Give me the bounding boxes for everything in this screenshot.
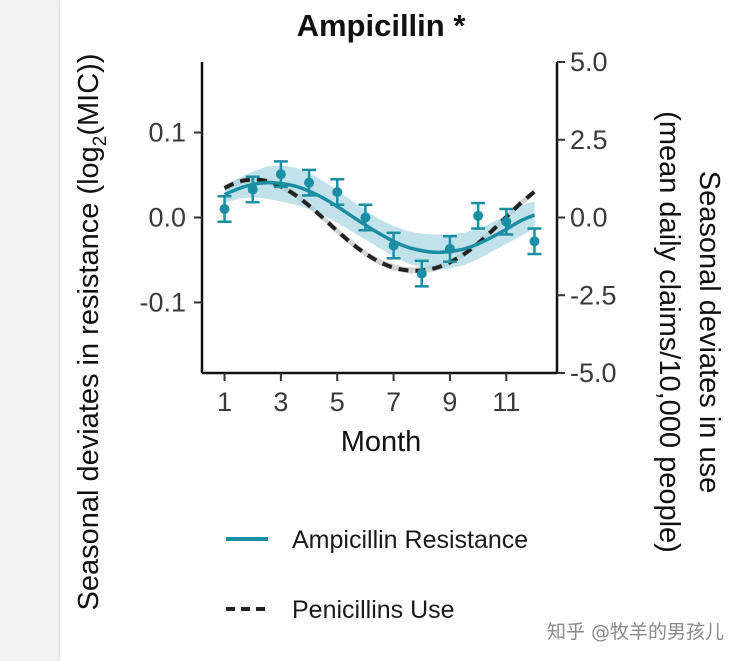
left-y-axis-ticks: 0.1 0.0 -0.1 — [139, 118, 202, 317]
observation-month-12 — [527, 227, 542, 256]
observation-month-8 — [414, 259, 429, 288]
x-axis-ticks: 1 3 5 7 9 11 — [217, 373, 520, 417]
observation-month-11 — [499, 207, 514, 236]
right-y-tick-label: 2.5 — [570, 125, 608, 155]
data-point — [247, 184, 258, 195]
right-y-axis-ticks: 5.0 2.5 0.0 -2.5 -5.0 — [557, 47, 617, 388]
x-tick-label: 3 — [273, 387, 288, 417]
data-point — [332, 187, 343, 198]
left-y-tick-label: -0.1 — [139, 287, 186, 317]
left-y-axis-title: Seasonal deviates in resistance (log2(MI… — [73, 54, 111, 611]
legend: Ampicillin Resistance Penicillins Use — [226, 526, 528, 624]
data-point — [444, 243, 455, 254]
observation-month-10 — [471, 201, 486, 230]
data-point — [219, 204, 230, 215]
right-y-tick-label: -5.0 — [570, 358, 617, 388]
data-point — [388, 240, 399, 251]
x-tick-label: 7 — [386, 387, 401, 417]
left-y-tick-label: 0.0 — [148, 203, 186, 233]
observation-month-9 — [442, 234, 457, 263]
resistance-confidence-band — [224, 165, 535, 271]
right-y-tick-label: 5.0 — [570, 47, 608, 77]
left-y-axis-title-subscript: 2 — [90, 136, 111, 147]
observation-month-2 — [245, 175, 260, 204]
legend-use-label: Penicillins Use — [292, 596, 455, 624]
right-y-axis-title-line2: (mean daily claims/10,000 people) — [653, 111, 685, 553]
x-tick-label: 5 — [330, 387, 345, 417]
ampicillin-resistance-curve — [223, 180, 536, 255]
observation-month-7 — [386, 231, 401, 260]
x-axis-title: Month — [341, 426, 422, 458]
observation-month-3 — [273, 160, 288, 189]
observation-month-1 — [217, 195, 232, 223]
chart-title: Ampicillin * — [297, 8, 467, 43]
data-point — [304, 177, 315, 188]
data-point — [501, 216, 512, 227]
observation-month-6 — [358, 203, 373, 232]
data-point — [473, 210, 484, 221]
axes: 1 3 5 7 9 11 0.1 0.0 -0.1 5.0 2.5 0.0 -2.5 -5.0 — [139, 47, 616, 417]
right-y-axis-title-line1: Seasonal deviates in use — [693, 171, 725, 493]
x-tick-label: 9 — [442, 387, 457, 417]
right-y-tick-label: -2.5 — [570, 280, 617, 310]
legend-resistance-label: Ampicillin Resistance — [292, 526, 528, 554]
figure-card — [60, 0, 744, 661]
data-point — [416, 268, 427, 279]
right-y-tick-label: 0.0 — [570, 203, 608, 233]
left-y-tick-label: 0.1 — [148, 118, 186, 148]
data-point — [275, 169, 286, 180]
watermark-text: 知乎 @牧羊的男孩儿 — [547, 621, 724, 643]
observation-month-4 — [302, 168, 317, 197]
left-y-axis-title-part3: (MIC)) — [73, 54, 105, 136]
observation-month-5 — [330, 178, 345, 207]
plot-area — [217, 160, 542, 288]
left-y-axis-title-part1: Seasonal deviates in resistance (log — [73, 146, 105, 610]
x-tick-label: 11 — [492, 387, 520, 417]
data-point — [360, 212, 371, 223]
x-tick-label: 1 — [217, 387, 232, 417]
data-point — [529, 236, 540, 247]
resistance-observations — [217, 160, 542, 288]
